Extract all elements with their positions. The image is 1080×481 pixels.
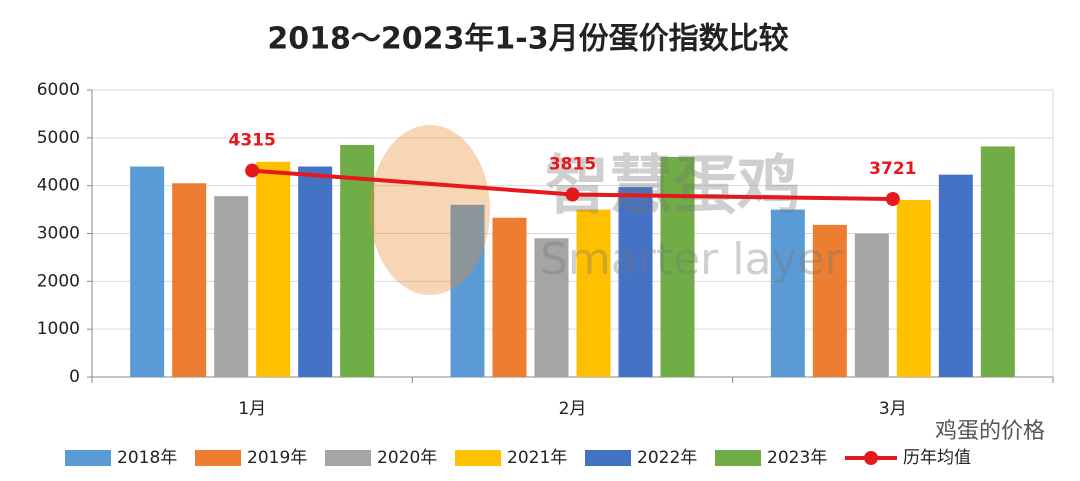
bar bbox=[534, 238, 569, 377]
x-tick-label: 3月 bbox=[879, 399, 907, 419]
chart-title: 2018～2023年1-3月份蛋价指数比较 bbox=[267, 22, 788, 57]
bar bbox=[770, 209, 805, 377]
y-tick-label: 6000 bbox=[37, 80, 80, 100]
legend-label: 2022年 bbox=[637, 448, 697, 468]
legend-label: 2023年 bbox=[767, 448, 827, 468]
bar bbox=[172, 183, 207, 377]
legend-label: 历年均值 bbox=[903, 448, 971, 468]
watermark: 智慧蛋鸡 Smarter layer bbox=[370, 125, 844, 295]
bar bbox=[298, 166, 333, 377]
line-point bbox=[885, 192, 900, 207]
bar bbox=[660, 156, 695, 377]
x-tick-label: 2月 bbox=[559, 399, 587, 419]
legend-label: 2019年 bbox=[247, 448, 307, 468]
line-point bbox=[565, 187, 580, 202]
bar bbox=[980, 146, 1015, 377]
bar bbox=[340, 145, 375, 377]
legend-point bbox=[864, 451, 878, 465]
y-tick-label: 1000 bbox=[37, 319, 80, 339]
y-tick-label: 2000 bbox=[37, 271, 80, 291]
legend-swatch bbox=[195, 450, 241, 466]
watermark-text: Smarter layer bbox=[540, 234, 844, 285]
y-tick-label: 0 bbox=[69, 367, 80, 387]
bar bbox=[450, 204, 485, 377]
y-tick-label: 4000 bbox=[37, 176, 80, 196]
legend-label: 2018年 bbox=[117, 448, 177, 468]
bar bbox=[214, 196, 249, 377]
legend-swatch bbox=[325, 450, 371, 466]
watermark-text: 智慧蛋鸡 bbox=[545, 150, 801, 224]
bar bbox=[812, 224, 847, 377]
source-tag: 鸡蛋的价格 bbox=[935, 419, 1045, 444]
bar bbox=[896, 200, 931, 377]
y-tick-label: 5000 bbox=[37, 128, 80, 148]
bar bbox=[938, 174, 973, 377]
bar bbox=[576, 209, 611, 377]
data-label: 4315 bbox=[229, 131, 276, 151]
bar bbox=[854, 233, 889, 377]
legend-swatch bbox=[65, 450, 111, 466]
x-tick-label: 1月 bbox=[238, 399, 266, 419]
data-label: 3721 bbox=[869, 159, 916, 179]
bar bbox=[618, 187, 653, 377]
legend-label: 2021年 bbox=[507, 448, 567, 468]
legend-swatch bbox=[585, 450, 631, 466]
data-label: 3815 bbox=[549, 155, 596, 175]
bar bbox=[256, 161, 291, 377]
y-tick-label: 3000 bbox=[37, 224, 80, 244]
watermark-logo bbox=[370, 125, 490, 295]
legend-swatch bbox=[715, 450, 761, 466]
legend-label: 2020年 bbox=[377, 448, 437, 468]
line-point bbox=[245, 163, 260, 178]
legend-swatch bbox=[455, 450, 501, 466]
bar bbox=[492, 217, 527, 377]
bar bbox=[130, 166, 165, 377]
